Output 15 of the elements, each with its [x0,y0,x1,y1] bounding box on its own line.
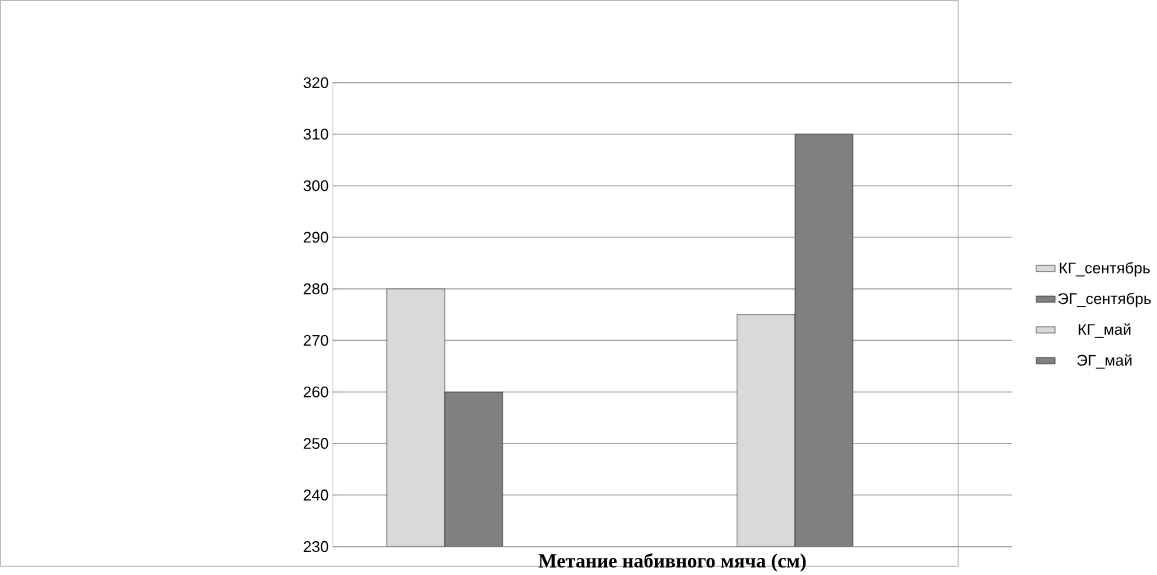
y-tick-label: 250 [303,437,329,449]
text: Метание набивного мяча (см) [538,553,806,572]
y-tick-label: 230 [303,540,329,552]
legend-label: ЭГ_сентябрь [1058,292,1151,308]
y-tick-label: 240 [303,489,329,501]
y-tick-label: 310 [303,128,329,140]
legend-label: КГ_май [1078,323,1131,338]
y-tick-label: 270 [303,334,329,346]
y-tick-label: 320 [303,76,329,88]
legend-label: КГ_сентябрь [1059,261,1150,277]
y-tick-label: 260 [303,386,329,398]
y-tick-label: 280 [303,283,329,295]
legend-label: ЭГ_май [1077,353,1132,369]
y-tick-label: 290 [303,231,329,243]
y-tick-label: 300 [303,180,329,192]
